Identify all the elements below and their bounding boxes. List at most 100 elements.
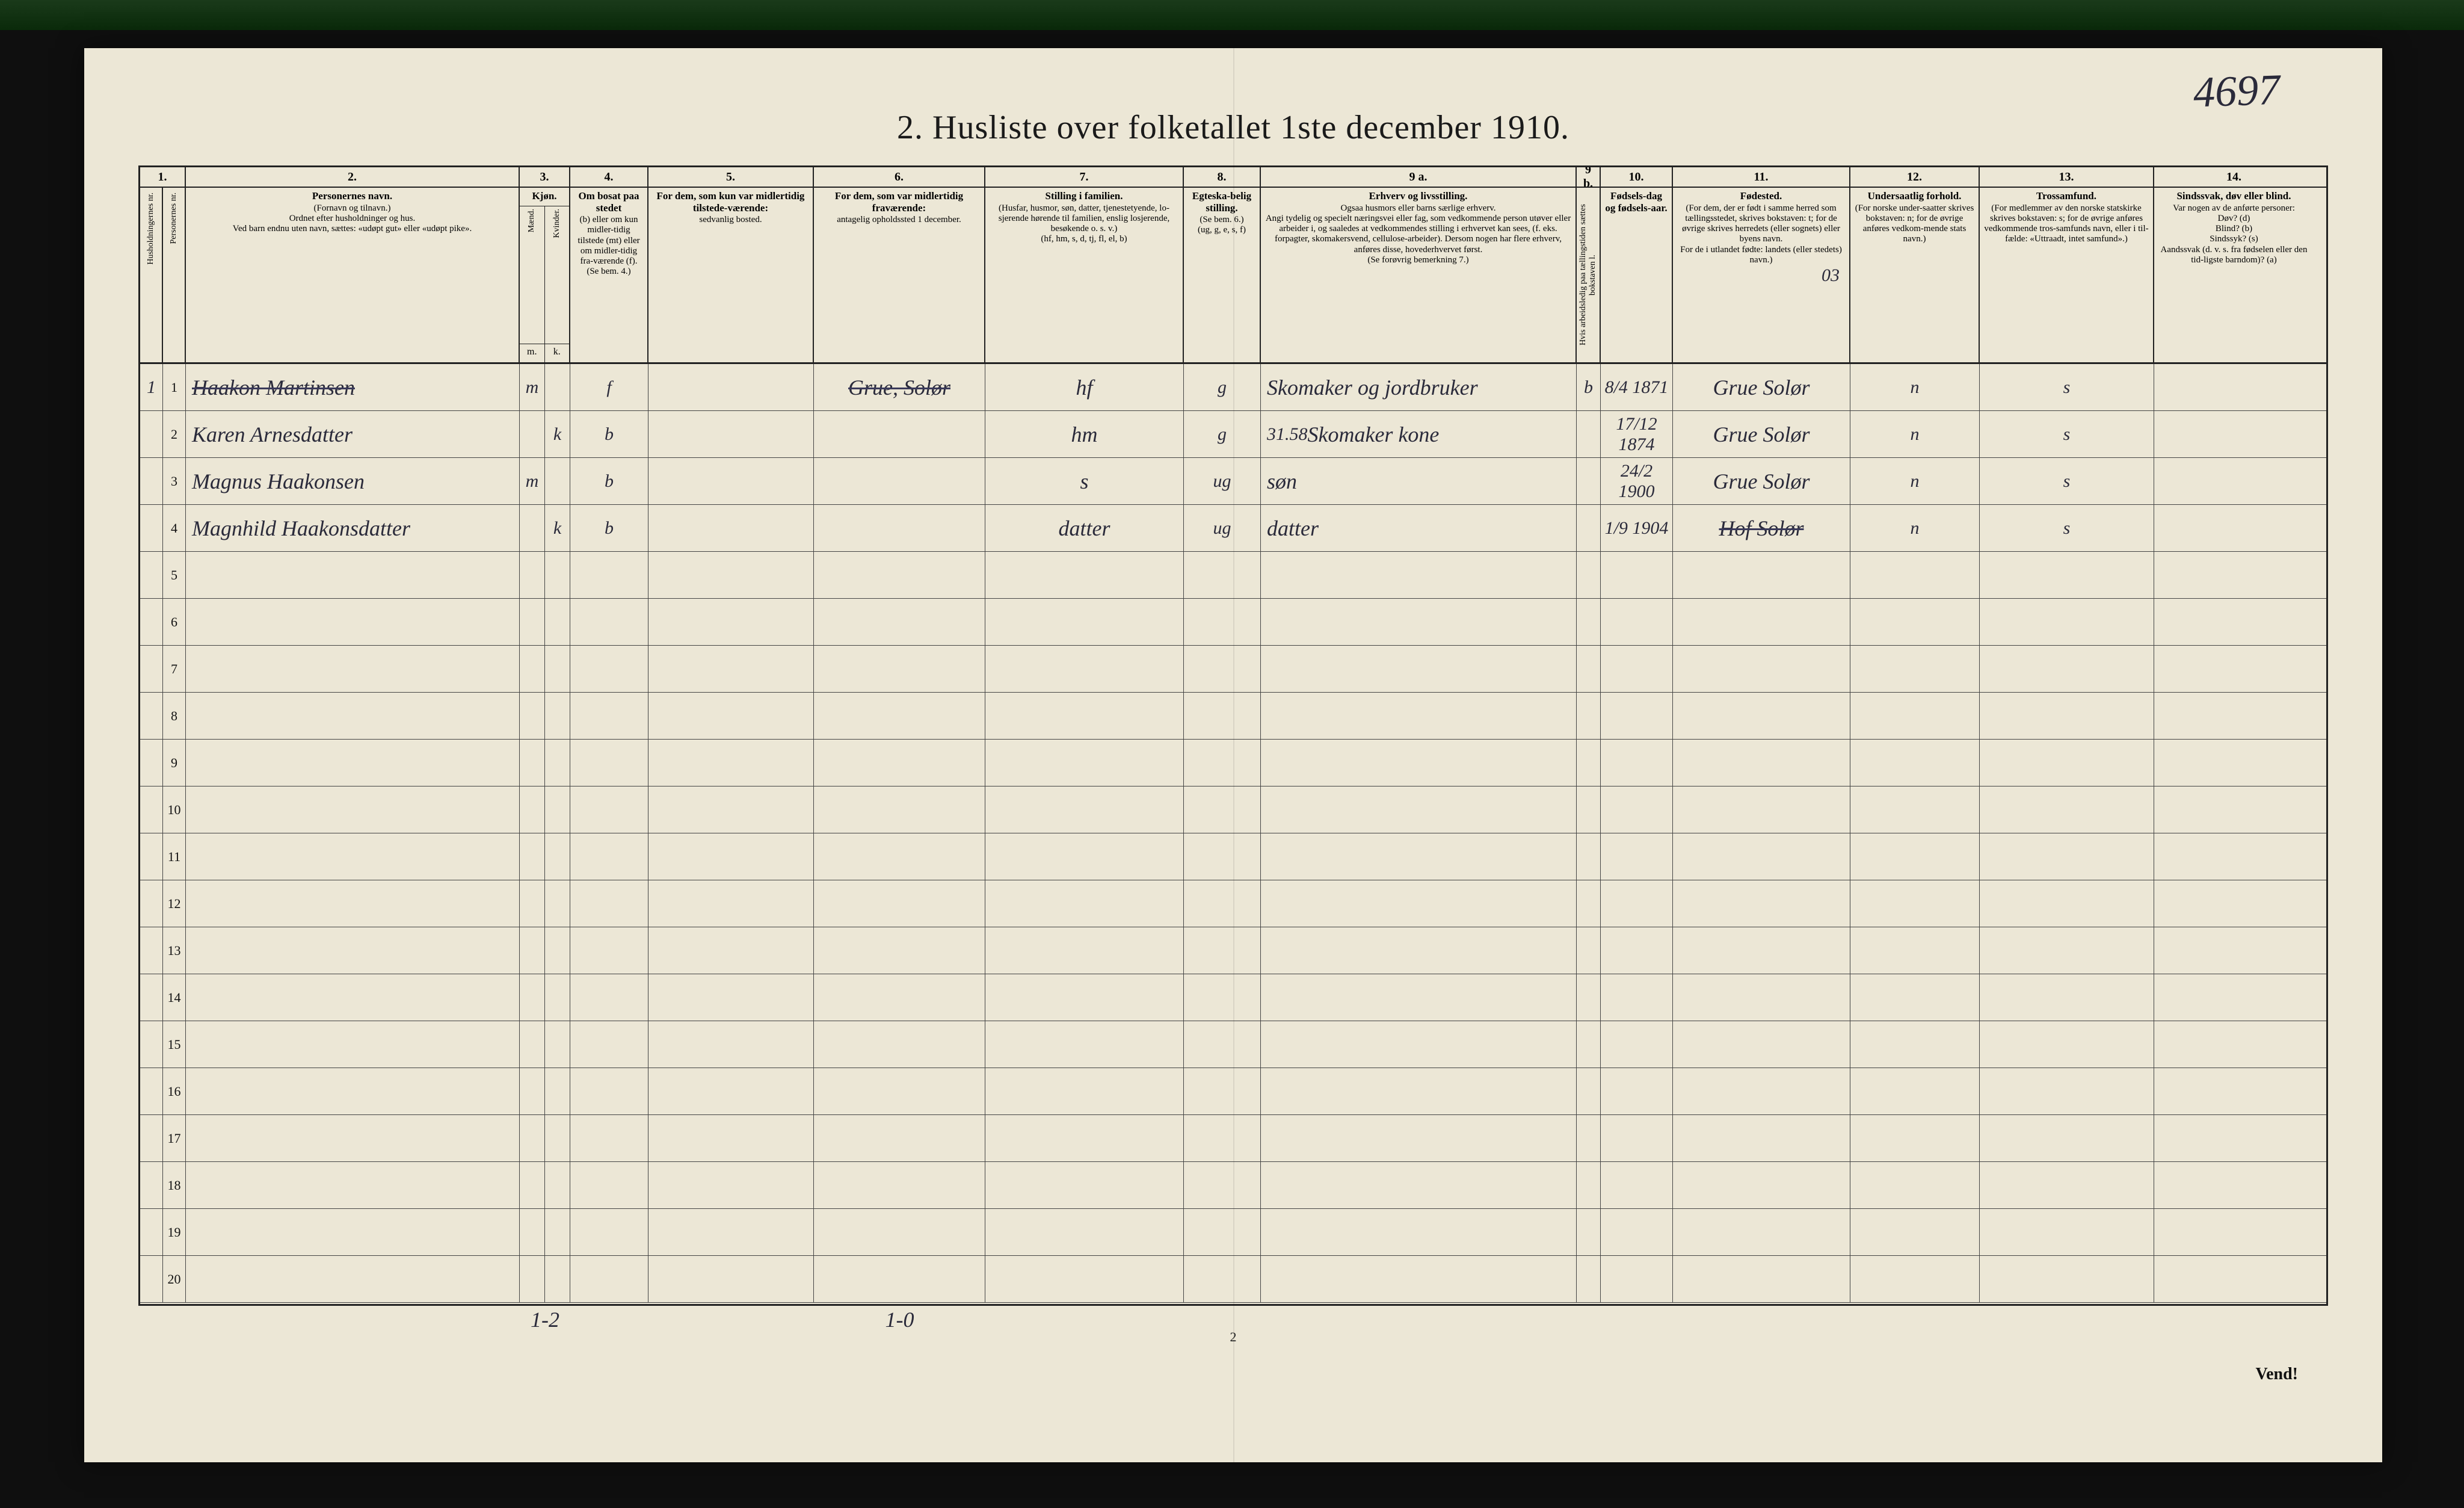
sex-m — [520, 740, 545, 786]
marital-status — [1184, 1162, 1261, 1208]
disability — [2154, 1068, 2314, 1114]
residence-status — [570, 693, 648, 739]
residence-status — [570, 1162, 648, 1208]
unemployed — [1577, 833, 1601, 880]
hdr-person-nr: Personernes nr. — [163, 188, 186, 362]
occupation — [1261, 1162, 1577, 1208]
citizenship: n — [1850, 505, 1980, 551]
sex-k — [545, 1256, 570, 1302]
page: 4697 2. Husliste over folketallet 1ste d… — [84, 48, 2382, 1462]
religion — [1980, 740, 2154, 786]
residence-status: b — [570, 505, 648, 551]
unemployed — [1577, 927, 1601, 974]
sex-k: k — [545, 505, 570, 551]
residence-status: b — [570, 458, 648, 504]
occupation — [1261, 646, 1577, 692]
marital-status — [1184, 646, 1261, 692]
birthplace — [1673, 599, 1850, 645]
usual-residence — [648, 646, 814, 692]
unemployed — [1577, 974, 1601, 1021]
citizenship — [1850, 693, 1980, 739]
hdr-family-pos: Stilling i familien. (Husfar, husmor, sø… — [985, 188, 1184, 362]
residence-status — [570, 552, 648, 598]
person-nr: 18 — [163, 1162, 186, 1208]
marital-status: ug — [1184, 505, 1261, 551]
name — [186, 646, 520, 692]
religion: s — [1980, 411, 2154, 457]
disability — [2154, 458, 2314, 504]
unemployed — [1577, 1068, 1601, 1114]
tally-cell — [648, 1303, 814, 1336]
name: Magnus Haakonsen — [186, 458, 520, 504]
hdr-14: 14. — [2154, 167, 2314, 187]
residence-status — [570, 974, 648, 1021]
person-nr: 10 — [163, 786, 186, 833]
marital-status — [1184, 880, 1261, 927]
sex-m — [520, 927, 545, 974]
occupation — [1261, 1256, 1577, 1302]
usual-residence — [648, 552, 814, 598]
birthdate: 1/9 1904 — [1601, 505, 1673, 551]
occupation — [1261, 693, 1577, 739]
center-fold — [1233, 48, 1234, 1462]
name — [186, 786, 520, 833]
family-position: hm — [985, 411, 1184, 457]
birthdate — [1601, 552, 1673, 598]
birthplace — [1673, 1021, 1850, 1068]
sex-m — [520, 1162, 545, 1208]
name: Karen Arnesdatter — [186, 411, 520, 457]
household-nr — [140, 458, 163, 504]
household-nr — [140, 646, 163, 692]
birthdate — [1601, 1209, 1673, 1255]
citizenship — [1850, 1256, 1980, 1302]
birthplace — [1673, 786, 1850, 833]
birthdate — [1601, 974, 1673, 1021]
person-nr: 14 — [163, 974, 186, 1021]
sex-m — [520, 552, 545, 598]
name — [186, 552, 520, 598]
marital-status — [1184, 927, 1261, 974]
household-nr — [140, 927, 163, 974]
birthplace — [1673, 1209, 1850, 1255]
marital-status — [1184, 786, 1261, 833]
sex-k — [545, 599, 570, 645]
absent-location — [814, 786, 985, 833]
unemployed — [1577, 552, 1601, 598]
name — [186, 693, 520, 739]
person-nr: 4 — [163, 505, 186, 551]
occupation — [1261, 552, 1577, 598]
occupation — [1261, 880, 1577, 927]
usual-residence — [648, 599, 814, 645]
tally-cell — [186, 1303, 520, 1336]
tally-absent: 1-0 — [814, 1303, 985, 1336]
hdr-household-nr: Husholdningernes nr. — [140, 188, 163, 362]
marital-status — [1184, 1209, 1261, 1255]
person-nr: 15 — [163, 1021, 186, 1068]
sex-m — [520, 974, 545, 1021]
religion — [1980, 1256, 2154, 1302]
birthdate — [1601, 1021, 1673, 1068]
usual-residence — [648, 833, 814, 880]
religion — [1980, 880, 2154, 927]
name — [186, 927, 520, 974]
absent-location — [814, 458, 985, 504]
person-nr: 2 — [163, 411, 186, 457]
birthplace: Grue Solør — [1673, 364, 1850, 410]
unemployed — [1577, 880, 1601, 927]
absent-location — [814, 1162, 985, 1208]
hdr-unemployed: Hvis arbeidsledig paa tællingstiden sætt… — [1577, 188, 1601, 362]
citizenship — [1850, 552, 1980, 598]
religion — [1980, 974, 2154, 1021]
absent-location — [814, 411, 985, 457]
household-nr — [140, 505, 163, 551]
sex-m: m — [520, 364, 545, 410]
birthdate — [1601, 693, 1673, 739]
disability — [2154, 646, 2314, 692]
sex-m — [520, 880, 545, 927]
birthplace: Grue Solør — [1673, 458, 1850, 504]
sex-k — [545, 458, 570, 504]
person-nr: 13 — [163, 927, 186, 974]
birthdate — [1601, 599, 1673, 645]
disability — [2154, 1162, 2314, 1208]
birthplace — [1673, 646, 1850, 692]
